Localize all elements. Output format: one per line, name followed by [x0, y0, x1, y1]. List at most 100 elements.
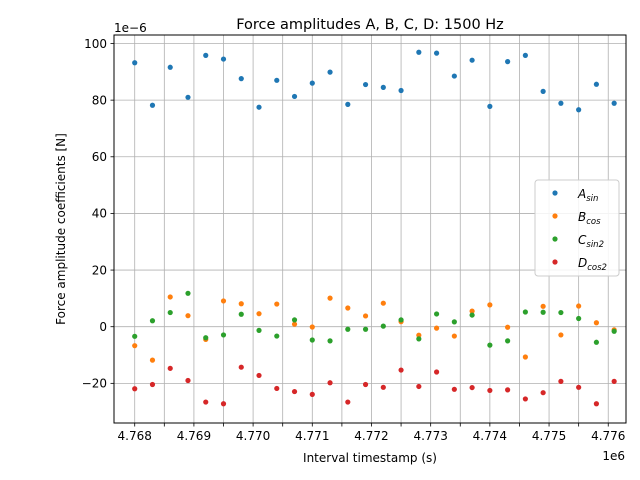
y-tick-label: −20	[82, 377, 107, 391]
legend: Asin Bcos Csin2 Dcos2	[534, 179, 620, 277]
data-point-b-cos	[558, 332, 564, 338]
data-point-b-cos	[149, 357, 156, 363]
data-point-d-cos2	[256, 372, 262, 379]
data-point-a-sin	[522, 52, 528, 58]
data-point-b-cos	[185, 313, 191, 319]
data-point-a-sin	[505, 59, 511, 65]
legend-label-c-subscript: sin2	[586, 240, 604, 250]
data-point-b-cos	[576, 303, 582, 309]
data-point-a-sin	[576, 107, 582, 113]
data-point-c-sin2	[167, 309, 173, 316]
legend-marker-b-cos	[552, 213, 558, 219]
data-point-b-cos	[540, 303, 546, 309]
data-point-a-sin	[185, 94, 191, 100]
data-point-a-sin	[309, 80, 315, 86]
data-point-d-cos2	[380, 384, 386, 390]
legend-label-a-subscript: sin	[586, 194, 598, 204]
data-point-d-cos2	[362, 381, 369, 388]
data-point-c-sin2	[220, 332, 227, 338]
data-point-a-sin	[167, 64, 173, 70]
data-point-b-cos	[380, 300, 386, 306]
data-point-c-sin2	[327, 338, 333, 344]
data-point-d-cos2	[167, 365, 173, 371]
data-point-a-sin	[238, 76, 244, 82]
data-point-c-sin2	[132, 333, 138, 339]
x-tick-label: 4.769	[177, 429, 211, 443]
data-point-b-cos	[220, 298, 227, 304]
data-point-b-cos	[291, 321, 298, 327]
data-point-b-cos	[362, 313, 369, 319]
plot-frame	[113, 34, 627, 424]
data-point-c-sin2	[576, 315, 582, 322]
data-point-c-sin2	[469, 312, 475, 318]
legend-item-c-sin2: Csin2	[552, 233, 604, 250]
data-point-a-sin	[593, 81, 600, 87]
x-tick-label: 4.774	[473, 429, 507, 443]
legend-marker-a-sin	[552, 190, 558, 196]
legend-label-d-name: D	[578, 256, 587, 270]
legend-box	[534, 179, 620, 277]
data-point-d-cos2	[576, 384, 582, 390]
data-point-d-cos2	[149, 381, 156, 388]
data-point-c-sin2	[149, 318, 156, 324]
data-point-c-sin2	[362, 326, 369, 332]
data-point-c-sin2	[398, 317, 404, 323]
data-point-c-sin2	[416, 336, 422, 342]
data-point-d-cos2	[132, 386, 138, 392]
x-tick-label: 4.773	[413, 429, 447, 443]
y-tick-label: 0	[99, 320, 107, 334]
data-point-d-cos2	[433, 369, 440, 375]
legend-label-b-subscript: cos	[586, 217, 601, 227]
data-point-d-cos2	[309, 391, 315, 397]
data-point-c-sin2	[309, 337, 315, 343]
data-point-d-cos2	[327, 380, 333, 386]
legend-label-d-subscript: cos2	[587, 263, 607, 273]
data-point-c-sin2	[558, 309, 564, 316]
data-point-c-sin2	[540, 309, 546, 315]
data-point-d-cos2	[291, 388, 298, 395]
data-point-a-sin	[611, 100, 617, 106]
y-tick-label: 60	[92, 150, 107, 164]
data-point-d-cos2	[274, 385, 280, 392]
legend-marker-c-sin2	[552, 236, 558, 242]
data-point-d-cos2	[238, 364, 244, 370]
data-point-d-cos2	[203, 399, 209, 405]
data-point-a-sin	[132, 60, 138, 66]
data-point-c-sin2	[451, 319, 457, 325]
legend-item-d-cos2: Dcos2	[552, 256, 607, 273]
data-point-d-cos2	[558, 378, 564, 384]
data-point-a-sin	[256, 104, 262, 110]
data-point-c-sin2	[185, 290, 191, 296]
legend-label-b-cos: Bcos	[578, 210, 601, 227]
data-point-c-sin2	[256, 327, 262, 333]
x-axis-label: Interval timestamp (s)	[303, 451, 437, 465]
x-axis-offset-label: 1e6	[602, 449, 625, 463]
data-point-d-cos2	[398, 367, 404, 373]
data-points	[132, 49, 617, 407]
data-point-b-cos	[238, 301, 244, 307]
data-point-c-sin2	[274, 333, 280, 339]
data-point-d-cos2	[505, 387, 511, 393]
legend-label-a-sin: Asin	[577, 187, 598, 204]
data-point-b-cos	[522, 354, 528, 360]
y-tick-label: 80	[92, 93, 107, 107]
data-point-c-sin2	[611, 328, 617, 334]
data-point-c-sin2	[380, 323, 386, 329]
data-point-d-cos2	[185, 377, 191, 384]
data-point-c-sin2	[433, 311, 440, 317]
data-point-a-sin	[274, 77, 280, 83]
legend-marker-d-cos2	[552, 259, 558, 265]
data-point-d-cos2	[487, 387, 493, 394]
data-point-a-sin	[416, 49, 422, 55]
axis-ticks: 4.768 4.769 4.770 4.771 4.772 4.773 4.774 4.775…	[82, 37, 626, 443]
data-point-b-cos	[593, 320, 600, 326]
data-point-d-cos2	[451, 386, 457, 392]
legend-label-c-name: C	[578, 233, 587, 247]
data-point-b-cos	[132, 343, 138, 349]
data-point-b-cos	[451, 333, 457, 339]
data-point-d-cos2	[345, 399, 351, 405]
data-point-b-cos	[345, 305, 351, 311]
legend-label-a-name: A	[577, 187, 586, 201]
data-point-a-sin	[451, 73, 457, 79]
